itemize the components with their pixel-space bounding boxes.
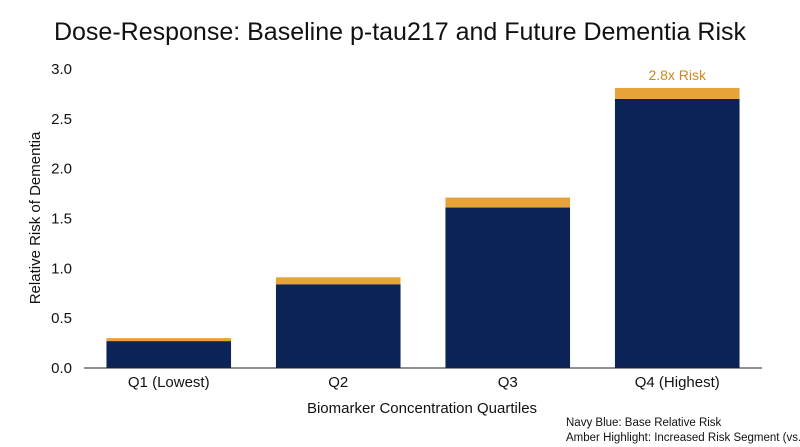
y-axis-label: Relative Risk of Dementia <box>27 131 44 304</box>
x-axis: Q1 (Lowest) Q2 Q3 Q4 (Highest) <box>84 367 762 391</box>
y-tick-label: 2.0 <box>51 161 72 178</box>
bar-highlight-4 <box>614 87 740 99</box>
y-tick-label: 2.5 <box>51 111 72 128</box>
legend-note-highlight: Amber Highlight: Increased Risk Segment … <box>566 432 800 444</box>
y-tick-label: 1.5 <box>51 211 72 228</box>
x-axis-label: Biomarker Concentration Quartiles <box>307 400 537 417</box>
bar-base-3 <box>445 207 571 368</box>
y-tick-label: 3.0 <box>51 61 72 78</box>
bar-highlight-1 <box>106 338 232 342</box>
bar-base-1 <box>106 341 232 368</box>
y-tick-label: 1.0 <box>51 260 72 277</box>
bar-base-4 <box>614 98 740 369</box>
x-tick-label: Q1 (Lowest) <box>128 374 210 391</box>
y-tick-label: 0.0 <box>51 360 72 377</box>
bar-highlight-3 <box>445 197 571 208</box>
x-tick-label: Q2 <box>328 374 348 391</box>
q4-annotation: 2.8x Risk <box>648 67 707 83</box>
y-tick-label: 0.5 <box>51 310 72 327</box>
x-tick-label: Q4 (Highest) <box>635 374 720 391</box>
x-tick-label: Q3 <box>498 374 518 391</box>
y-axis: 0.0 0.5 1.0 1.5 2.0 2.5 3.0 <box>51 61 72 377</box>
bars <box>106 87 740 369</box>
bar-highlight-2 <box>275 277 401 285</box>
chart-title: Dose-Response: Baseline p-tau217 and Fut… <box>54 18 747 46</box>
legend-note-base: Navy Blue: Base Relative Risk <box>566 417 722 429</box>
bar-base-2 <box>275 284 401 368</box>
